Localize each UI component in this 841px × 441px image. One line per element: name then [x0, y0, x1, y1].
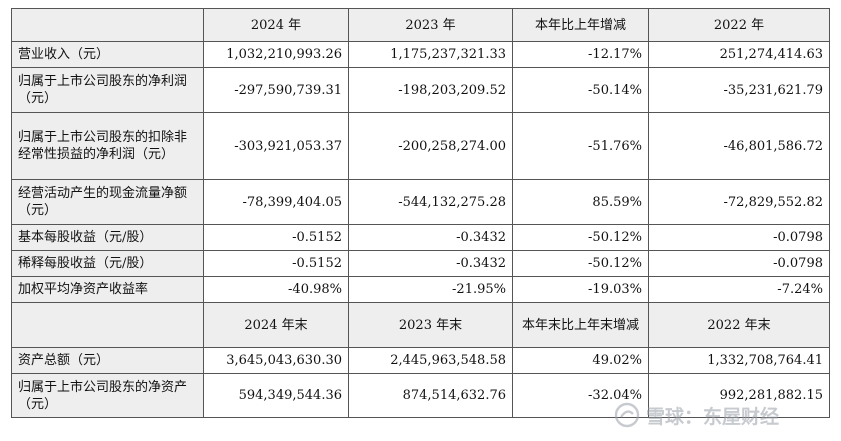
row-label: 基本每股收益（元/股）	[11, 224, 204, 251]
value-2024: -0.5152	[203, 250, 349, 277]
table-row: 归属于上市公司股东的净利润（元） -297,590,739.31 -198,20…	[11, 67, 830, 113]
row-label: 营业收入（元）	[11, 41, 204, 68]
value-change: -50.14%	[512, 67, 649, 113]
table-row: 基本每股收益（元/股） -0.5152 -0.3432 -50.12% -0.0…	[11, 224, 830, 251]
value-2023: -198,203,209.52	[348, 67, 513, 113]
table-row: 营业收入（元） 1,032,210,993.26 1,175,237,321.3…	[11, 41, 830, 68]
header-change-end: 本年末比上年末增减	[512, 302, 649, 348]
header-2024: 2024 年	[203, 8, 349, 42]
header-blank-cell	[11, 302, 204, 348]
header-change: 本年比上年增减	[512, 8, 649, 42]
value-change: -51.76%	[512, 112, 649, 180]
table-row: 稀释每股收益（元/股） -0.5152 -0.3432 -50.12% -0.0…	[11, 250, 830, 277]
row-label: 归属于上市公司股东的扣除非经常性损益的净利润（元）	[11, 112, 204, 180]
value-2022: -7.24%	[648, 276, 830, 303]
value-change: 85.59%	[512, 179, 649, 225]
header-row-year-end: 2024 年末 2023 年末 本年末比上年末增减 2022 年末	[11, 302, 830, 348]
value-change: -32.04%	[512, 373, 649, 418]
value-2022: -46,801,586.72	[648, 112, 830, 180]
value-2024: -40.98%	[203, 276, 349, 303]
value-2024: -297,590,739.31	[203, 67, 349, 113]
row-label: 加权平均净资产收益率	[11, 276, 204, 303]
value-2023: 874,514,632.76	[348, 373, 513, 418]
value-2022: 992,281,882.15	[648, 373, 830, 418]
value-change: -19.03%	[512, 276, 649, 303]
watermark-text: 雪球：东屋财经	[646, 405, 780, 428]
value-2023: -544,132,275.28	[348, 179, 513, 225]
value-2022: -72,829,552.82	[648, 179, 830, 225]
financial-summary-table: 2024 年 2023 年 本年比上年增减 2022 年 营业收入（元） 1,0…	[11, 8, 830, 418]
value-2023: -21.95%	[348, 276, 513, 303]
row-label: 归属于上市公司股东的净资产（元）	[11, 373, 204, 418]
value-2023: -0.3432	[348, 224, 513, 251]
value-2024: 594,349,544.36	[203, 373, 349, 418]
value-2022: -35,231,621.79	[648, 67, 830, 113]
value-2022: -0.0798	[648, 250, 830, 277]
value-2023: -0.3432	[348, 250, 513, 277]
value-2024: -303,921,053.37	[203, 112, 349, 180]
value-2024: -78,399,404.05	[203, 179, 349, 225]
header-row-years: 2024 年 2023 年 本年比上年增减 2022 年	[11, 8, 830, 42]
value-2023: 1,175,237,321.33	[348, 41, 513, 68]
header-2022-end: 2022 年末	[648, 302, 830, 348]
value-change: 49.02%	[512, 347, 649, 374]
header-2022: 2022 年	[648, 8, 830, 42]
table-row: 归属于上市公司股东的净资产（元） 594,349,544.36 874,514,…	[11, 373, 830, 418]
header-2024-end: 2024 年末	[203, 302, 349, 348]
table-row: 加权平均净资产收益率 -40.98% -21.95% -19.03% -7.24…	[11, 276, 830, 303]
row-label: 稀释每股收益（元/股）	[11, 250, 204, 277]
value-change: -50.12%	[512, 250, 649, 277]
watermark: 雪球：东屋财经	[614, 399, 834, 431]
row-label: 经营活动产生的现金流量净额（元）	[11, 179, 204, 225]
value-change: -50.12%	[512, 224, 649, 251]
value-2024: -0.5152	[203, 224, 349, 251]
table-row: 资产总额（元） 3,645,043,630.30 2,445,963,548.5…	[11, 347, 830, 374]
header-blank-cell	[11, 8, 204, 42]
value-2023: -200,258,274.00	[348, 112, 513, 180]
header-2023: 2023 年	[348, 8, 513, 42]
row-label: 归属于上市公司股东的净利润（元）	[11, 67, 204, 113]
value-2023: 2,445,963,548.58	[348, 347, 513, 374]
value-2022: 251,274,414.63	[648, 41, 830, 68]
value-2022: 1,332,708,764.41	[648, 347, 830, 374]
table-row: 经营活动产生的现金流量净额（元） -78,399,404.05 -544,132…	[11, 179, 830, 225]
value-change: -12.17%	[512, 41, 649, 68]
row-label: 资产总额（元）	[11, 347, 204, 374]
header-2023-end: 2023 年末	[348, 302, 513, 348]
table-row: 归属于上市公司股东的扣除非经常性损益的净利润（元） -303,921,053.3…	[11, 112, 830, 180]
value-2024: 3,645,043,630.30	[203, 347, 349, 374]
value-2022: -0.0798	[648, 224, 830, 251]
value-2024: 1,032,210,993.26	[203, 41, 349, 68]
snowball-logo-icon	[614, 402, 640, 428]
